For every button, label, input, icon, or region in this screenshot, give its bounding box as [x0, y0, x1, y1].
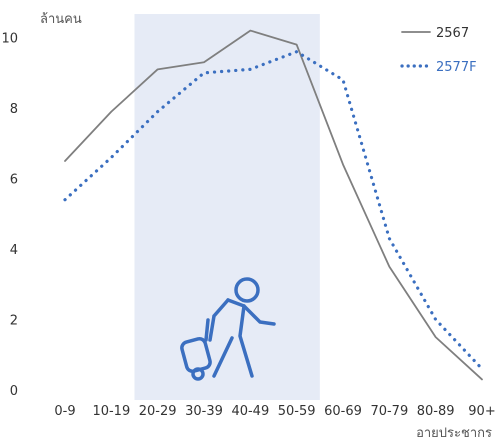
- series-lines: [63, 29, 484, 381]
- series-line-2567: [64, 29, 483, 381]
- y-tick-label: 10: [1, 32, 18, 47]
- y-tick-label: 0: [10, 384, 18, 399]
- traveler-with-luggage-icon: [180, 277, 276, 381]
- y-tick-label: 4: [10, 243, 18, 258]
- x-tick-label: 40-49: [231, 404, 269, 419]
- x-axis-ticks: 0-9 10-19 20-29 30-39 40-49 50-59 60-69 70-79 80…: [54, 404, 495, 419]
- y-tick-label: 2: [10, 314, 18, 329]
- x-axis-title: อายประชากร: [416, 426, 492, 441]
- x-tick-label: 20-29: [139, 404, 177, 419]
- legend: 2567 2577F: [400, 26, 477, 75]
- x-tick-label: 50-59: [278, 404, 316, 419]
- x-tick-label: 90+: [468, 404, 495, 419]
- y-axis-ticks: 0 2 4 6 8 10: [1, 32, 18, 399]
- x-tick-label: 10-19: [92, 404, 130, 419]
- x-tick-label: 30-39: [185, 404, 223, 419]
- x-tick-label: 80-89: [417, 404, 455, 419]
- y-tick-label: 6: [10, 173, 18, 188]
- y-axis-title: ล้านคน: [40, 12, 82, 27]
- highlight-band: [134, 14, 320, 400]
- x-tick-label: 60-69: [324, 404, 362, 419]
- legend-label: 2567: [436, 26, 469, 41]
- y-tick-label: 8: [10, 102, 18, 117]
- x-tick-label: 0-9: [54, 404, 75, 419]
- x-tick-label: 70-79: [370, 404, 408, 419]
- legend-label: 2577F: [436, 60, 477, 75]
